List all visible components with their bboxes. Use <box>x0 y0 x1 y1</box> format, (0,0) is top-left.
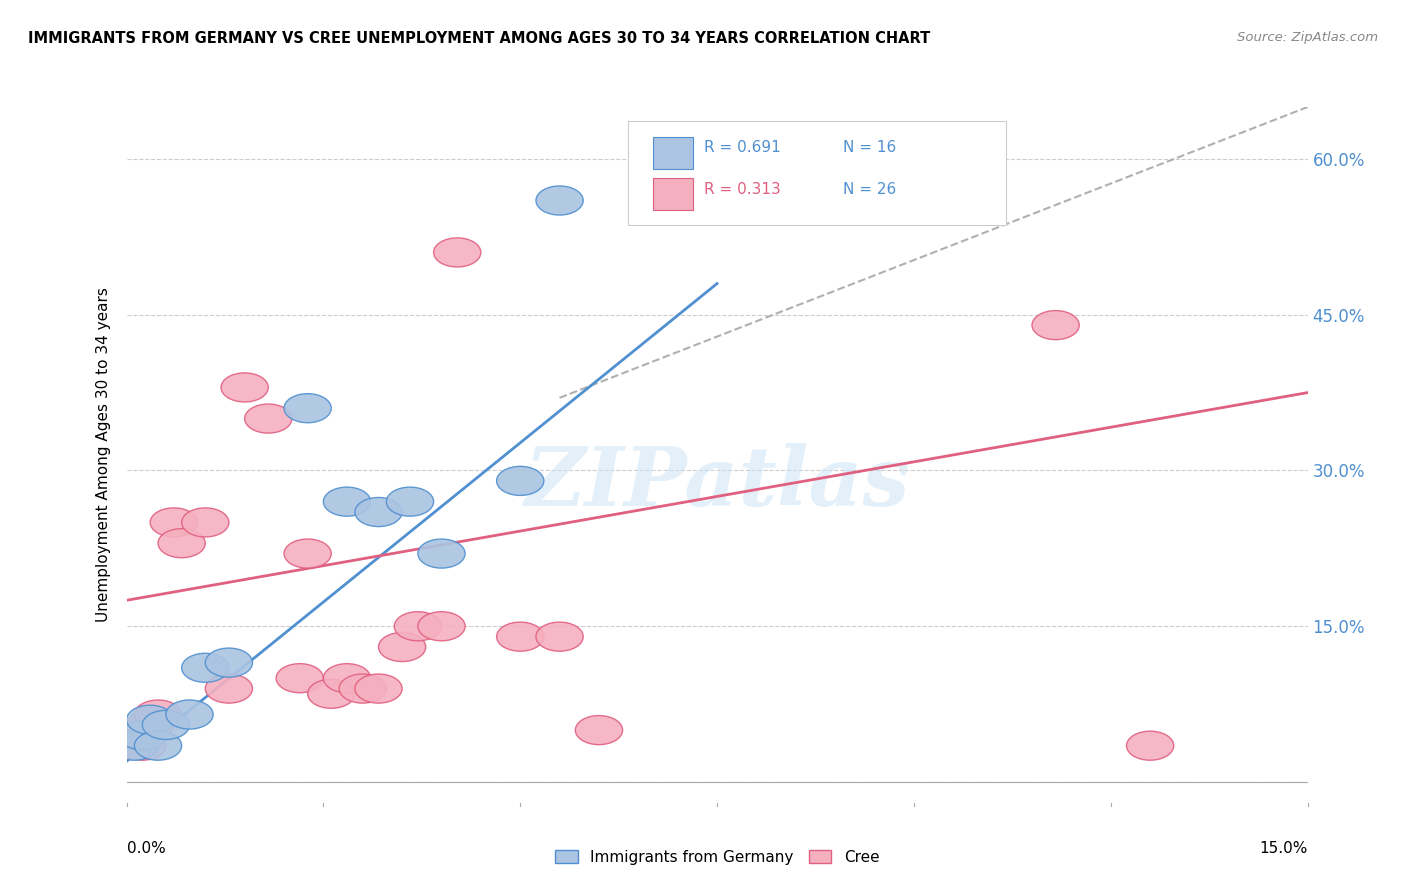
Text: 15.0%: 15.0% <box>1260 841 1308 856</box>
Text: R = 0.691: R = 0.691 <box>704 140 780 155</box>
Ellipse shape <box>111 726 157 755</box>
Ellipse shape <box>418 612 465 640</box>
Ellipse shape <box>433 238 481 267</box>
Ellipse shape <box>103 726 150 755</box>
Ellipse shape <box>496 622 544 651</box>
Ellipse shape <box>150 508 197 537</box>
Y-axis label: Unemployment Among Ages 30 to 34 years: Unemployment Among Ages 30 to 34 years <box>96 287 111 623</box>
Ellipse shape <box>127 710 174 739</box>
FancyBboxPatch shape <box>628 121 1007 226</box>
Ellipse shape <box>142 710 190 739</box>
Text: Source: ZipAtlas.com: Source: ZipAtlas.com <box>1237 31 1378 45</box>
Ellipse shape <box>1032 310 1080 340</box>
Ellipse shape <box>339 674 387 703</box>
Ellipse shape <box>387 487 433 516</box>
Ellipse shape <box>135 700 181 729</box>
Legend: Immigrants from Germany, Cree: Immigrants from Germany, Cree <box>555 850 879 864</box>
Ellipse shape <box>536 186 583 215</box>
Ellipse shape <box>111 731 157 760</box>
Text: IMMIGRANTS FROM GERMANY VS CREE UNEMPLOYMENT AMONG AGES 30 TO 34 YEARS CORRELATI: IMMIGRANTS FROM GERMANY VS CREE UNEMPLOY… <box>28 31 931 46</box>
Ellipse shape <box>536 622 583 651</box>
Ellipse shape <box>157 529 205 558</box>
Ellipse shape <box>276 664 323 693</box>
Ellipse shape <box>205 674 253 703</box>
Ellipse shape <box>308 679 354 708</box>
Ellipse shape <box>181 508 229 537</box>
Ellipse shape <box>166 700 214 729</box>
Text: N = 16: N = 16 <box>844 140 897 155</box>
Ellipse shape <box>354 674 402 703</box>
Text: 0.0%: 0.0% <box>127 841 166 856</box>
Ellipse shape <box>575 715 623 745</box>
Ellipse shape <box>1126 731 1174 760</box>
Ellipse shape <box>135 731 181 760</box>
Ellipse shape <box>245 404 292 434</box>
Text: R = 0.313: R = 0.313 <box>704 182 780 197</box>
Ellipse shape <box>496 467 544 495</box>
Ellipse shape <box>323 487 371 516</box>
Ellipse shape <box>323 664 371 693</box>
Ellipse shape <box>118 721 166 750</box>
Ellipse shape <box>354 498 402 526</box>
Ellipse shape <box>418 539 465 568</box>
Ellipse shape <box>118 731 166 760</box>
Ellipse shape <box>205 648 253 677</box>
Ellipse shape <box>181 653 229 682</box>
Ellipse shape <box>378 632 426 662</box>
Ellipse shape <box>127 706 174 734</box>
Ellipse shape <box>284 393 332 423</box>
Text: ZIPatlas: ZIPatlas <box>524 442 910 523</box>
Ellipse shape <box>221 373 269 402</box>
Ellipse shape <box>851 176 898 204</box>
Ellipse shape <box>284 539 332 568</box>
FancyBboxPatch shape <box>654 178 693 210</box>
Ellipse shape <box>394 612 441 640</box>
FancyBboxPatch shape <box>654 137 693 169</box>
Text: N = 26: N = 26 <box>844 182 897 197</box>
